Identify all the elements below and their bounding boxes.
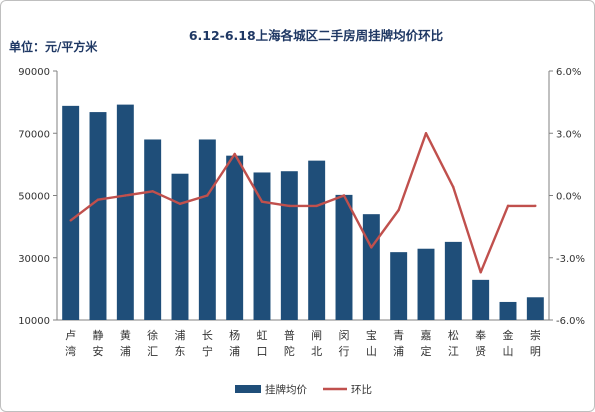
legend-bar-label: 挂牌均价: [265, 383, 307, 396]
right-tick-label: 6.0%: [556, 67, 581, 78]
line-point: [315, 204, 318, 208]
line-point: [506, 204, 510, 208]
category-label: 卢湾: [65, 329, 76, 358]
unit-label: 单位：元/平方米: [9, 39, 98, 54]
bar: [280, 171, 298, 320]
line-point: [124, 194, 127, 197]
bar-series: [62, 104, 544, 321]
category-label: 杨浦: [229, 328, 240, 358]
line-point: [342, 194, 346, 197]
right-tick-label: 3.0%: [556, 129, 581, 140]
line-path: [69, 132, 536, 274]
line-point: [151, 190, 154, 193]
line-point: [206, 194, 209, 197]
line-point: [69, 219, 72, 222]
category-label: 普陀: [284, 328, 295, 358]
line-point: [370, 246, 373, 249]
category-label: 闸北: [311, 329, 322, 358]
right-tick-label: -3.0%: [556, 254, 585, 265]
category-label: 金山: [503, 328, 514, 358]
line-point: [424, 132, 428, 135]
line-point: [178, 202, 182, 205]
category-label: 松江: [448, 328, 459, 358]
category-label: 闵行: [339, 328, 350, 358]
bar: [472, 279, 490, 320]
category-label: 浦东: [175, 329, 186, 358]
bar: [116, 104, 134, 321]
legend-line-label: 环比: [351, 383, 372, 396]
bar: [89, 112, 107, 321]
line-point: [96, 198, 100, 201]
line-point: [479, 271, 482, 274]
bar: [417, 248, 435, 320]
category-label: 虹口: [257, 329, 268, 358]
line-point: [452, 186, 455, 189]
bar: [499, 301, 517, 320]
bar: [198, 139, 216, 320]
category-label: 长宁: [202, 329, 213, 358]
line-point: [397, 208, 400, 212]
category-label: 崇明: [530, 329, 541, 358]
category-label: 黄浦: [120, 328, 131, 358]
line-series: [69, 132, 537, 274]
legend-bar-swatch: [235, 385, 261, 393]
line-point: [288, 204, 291, 208]
category-label: 青浦: [393, 329, 404, 358]
bar: [526, 297, 544, 320]
legend: 挂牌均价 环比: [235, 383, 372, 396]
bar: [226, 155, 244, 320]
line-point: [260, 200, 264, 203]
category-label: 嘉定: [421, 328, 432, 358]
line-point: [233, 152, 236, 156]
category-label: 静安: [93, 328, 104, 358]
right-tick-label: 0.0%: [556, 192, 581, 203]
bar: [253, 172, 271, 320]
left-tick-label: 30000: [18, 254, 50, 265]
line-point: [534, 204, 537, 208]
bar: [362, 214, 380, 320]
bar: [171, 173, 189, 320]
bar: [308, 160, 326, 320]
bar: [390, 252, 408, 320]
left-tick-label: 10000: [18, 316, 50, 327]
bar: [144, 139, 162, 320]
bar: [444, 241, 462, 320]
axes: 10000 30000 50000 70000 90000 -6.0% -3.0% 0.0% 3…: [18, 67, 585, 327]
bar: [62, 105, 80, 320]
chart-title: 6.12-6.18上海各城区二手房周挂牌均价环比: [189, 28, 444, 43]
left-tick-label: 90000: [18, 67, 50, 78]
left-tick-label: 50000: [18, 192, 50, 203]
left-tick-label: 70000: [18, 129, 50, 140]
right-tick-label: -6.0%: [556, 316, 585, 327]
bar: [335, 194, 353, 320]
category-label: 奉贤: [475, 328, 486, 358]
category-label: 徐汇: [147, 328, 158, 358]
category-label: 宝山: [366, 328, 377, 358]
